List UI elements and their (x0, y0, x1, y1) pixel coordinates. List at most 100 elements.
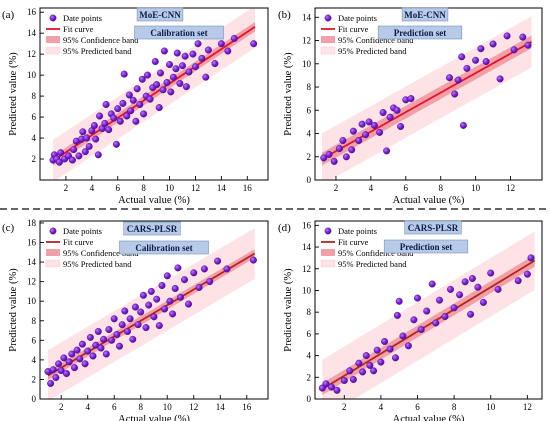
y-tick-label: 4 (32, 133, 37, 143)
x-tick-label: 10 (471, 183, 481, 193)
x-tick-label: 14 (216, 402, 226, 412)
data-point (358, 120, 366, 128)
data-point (362, 131, 370, 139)
data-point (348, 146, 356, 154)
panel-4: 2 4 6 8 10 12 0 2 4 6 8 10 12 14 16 Actual value (%) Pre… (278, 220, 543, 421)
data-point (159, 86, 167, 94)
data-point (129, 96, 137, 104)
data-point (472, 56, 480, 64)
model-tag: MoE-CNN (139, 10, 181, 20)
x-tick-label: 10 (486, 402, 496, 412)
data-point (482, 58, 490, 66)
data-point (459, 121, 467, 129)
data-point (333, 386, 341, 394)
x-tick-label: 10 (163, 402, 173, 412)
data-point (100, 335, 108, 343)
legend-label: 95% Predicted band (63, 259, 132, 269)
legend-marker-confidence (46, 249, 60, 256)
data-point (119, 99, 127, 107)
x-tick-label: 2 (342, 402, 347, 412)
data-point (451, 90, 459, 98)
data-point (78, 340, 86, 348)
data-point (161, 305, 169, 313)
legend-marker-prediction (320, 259, 336, 268)
x-tick-label: 14 (217, 183, 227, 193)
legend-marker-points (324, 227, 332, 235)
data-point (320, 154, 328, 162)
data-point (447, 285, 455, 293)
data-point (156, 69, 164, 77)
data-point (325, 150, 333, 158)
data-point (477, 45, 485, 53)
y-tick-label: 6 (307, 105, 312, 115)
data-point (102, 100, 110, 108)
data-point (178, 62, 186, 70)
panel-2: 2 4 6 8 10 12 0 2 4 6 8 10 12 14 Actual value (%) Predi… (278, 7, 543, 206)
data-point (198, 54, 206, 62)
set-tag: Prediction set (394, 28, 447, 38)
data-point (138, 75, 146, 83)
data-point (514, 277, 522, 285)
data-point (116, 117, 124, 125)
panel-letter: (b) (278, 9, 291, 21)
legend-label: 95% Predicted band (338, 259, 407, 269)
data-point (436, 296, 444, 304)
set-tag: Calibration set (135, 243, 192, 253)
data-point (362, 352, 370, 360)
data-point (386, 345, 394, 353)
legend-marker-points (49, 14, 57, 22)
axes-frame (39, 220, 269, 400)
data-point (101, 119, 109, 127)
legend-label: Fit curve (63, 24, 94, 34)
data-point (132, 117, 140, 125)
y-tick-label: 12 (302, 264, 311, 274)
data-point (340, 377, 348, 385)
data-point (487, 269, 495, 277)
model-tag-box (123, 221, 181, 236)
model-tag: CARS-PLSR (127, 224, 178, 234)
data-point (393, 106, 401, 114)
plot-area (49, 8, 258, 180)
y-axis-label: Predicted value (%) (8, 52, 19, 136)
data-point (349, 127, 357, 135)
x-tick-label: 12 (189, 402, 198, 412)
legend-label: Fit curve (63, 237, 94, 247)
x-axis-label: Actual value (%) (118, 414, 190, 421)
data-point (94, 328, 102, 336)
data-point (211, 60, 219, 68)
data-point (322, 380, 330, 388)
fit-line (47, 252, 256, 377)
y-tick-label: 12 (27, 277, 36, 287)
fit-line (321, 41, 532, 160)
data-point (92, 341, 100, 349)
data-point (153, 295, 161, 303)
data-point (114, 105, 122, 113)
legend-marker-prediction (45, 259, 61, 268)
data-point (407, 95, 415, 103)
legend-label: Date points (63, 226, 102, 236)
data-point (171, 285, 179, 293)
y-tick-label: 6 (32, 335, 37, 345)
data-point (189, 50, 197, 58)
data-point (441, 313, 449, 321)
x-tick-label: 6 (415, 402, 420, 412)
data-point (105, 126, 113, 134)
data-point (383, 147, 391, 155)
y-tick-label: 14 (302, 242, 312, 252)
data-point (489, 40, 497, 48)
data-point (330, 157, 338, 165)
data-point (96, 112, 104, 120)
panel-1: 2 4 6 8 10 12 14 16 2 4 6 8 10 12 14 16 Actual value (%)… (2, 7, 269, 206)
data-point (89, 352, 97, 360)
data-point (346, 367, 354, 375)
data-point (84, 347, 92, 355)
y-tick-label: 10 (27, 70, 37, 80)
data-point (97, 344, 105, 352)
data-point (458, 53, 466, 61)
data-point (365, 118, 373, 126)
data-point (169, 310, 177, 318)
y-tick-label: 14 (27, 28, 37, 38)
data-point (115, 342, 123, 350)
